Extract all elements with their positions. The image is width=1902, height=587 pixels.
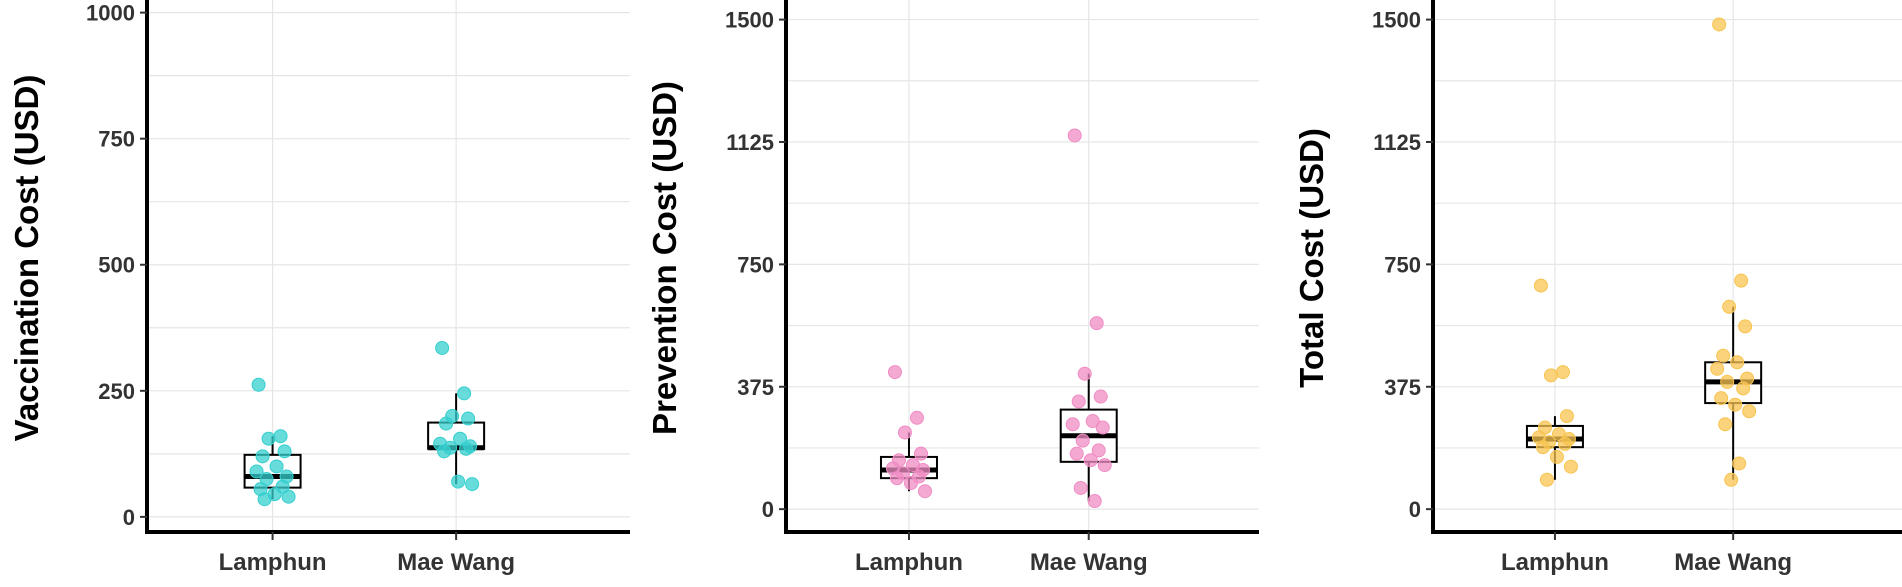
data-point <box>277 444 292 459</box>
y-tick-label: 750 <box>98 127 135 152</box>
y-tick-label: 0 <box>123 505 135 530</box>
data-point <box>1732 456 1747 471</box>
data-point <box>1083 453 1098 468</box>
x-tick-label: Mae Wang <box>1030 549 1148 576</box>
data-point <box>281 489 296 504</box>
data-point <box>269 459 284 474</box>
x-tick-label: Lamphun <box>219 549 327 576</box>
data-point <box>1730 355 1745 370</box>
y-tick-label: 375 <box>737 375 774 400</box>
data-point <box>1089 316 1104 331</box>
data-point <box>1095 420 1110 435</box>
data-point <box>1722 299 1737 314</box>
chart-panel-2: 0 375 750 1125 1500 Lamphun Mae Wang Prevention… <box>646 0 1259 576</box>
data-point <box>251 377 266 392</box>
data-point <box>465 477 480 492</box>
data-point <box>435 340 450 355</box>
data-point <box>273 429 288 444</box>
data-point <box>1714 391 1729 406</box>
data-point <box>461 411 476 426</box>
data-point <box>913 446 928 461</box>
y-axis-title: Prevention Cost (USD) <box>646 81 683 435</box>
data-point <box>917 484 932 499</box>
y-tick-label: 1000 <box>86 1 135 26</box>
y-tick-label: 375 <box>1384 375 1421 400</box>
data-point <box>909 410 924 425</box>
x-tick-label: Mae Wang <box>397 549 515 576</box>
data-point <box>1087 493 1102 508</box>
data-point <box>261 431 276 446</box>
data-point <box>1557 436 1572 451</box>
data-point <box>1539 472 1554 487</box>
data-point <box>1728 397 1743 412</box>
data-point <box>1734 273 1749 288</box>
y-tick-label: 500 <box>98 253 135 278</box>
y-tick-label: 0 <box>762 497 774 522</box>
data-point <box>1718 417 1733 432</box>
data-point <box>439 416 454 431</box>
data-point <box>903 476 918 491</box>
data-point <box>1742 404 1757 419</box>
data-point <box>1077 366 1092 381</box>
y-tick-label: 250 <box>98 379 135 404</box>
data-point <box>1097 458 1112 473</box>
data-point <box>1736 381 1751 396</box>
data-point <box>1069 446 1084 461</box>
data-point <box>889 471 904 486</box>
data-point <box>1543 368 1558 383</box>
data-point <box>1555 365 1570 380</box>
data-point <box>1065 417 1080 432</box>
data-point <box>249 464 264 479</box>
chart-panel-1: 0 250 500 750 1000 Lamphun Mae Wang Vaccination… <box>8 0 630 576</box>
x-tick-label: Lamphun <box>1501 549 1609 576</box>
y-tick-label: 750 <box>737 252 774 277</box>
y-tick-label: 1125 <box>1373 130 1421 155</box>
data-point <box>1091 443 1106 458</box>
data-point <box>459 441 474 456</box>
y-tick-label: 0 <box>1409 497 1421 522</box>
data-point <box>1716 348 1731 363</box>
chart-panel-3: 0 375 750 1125 1500 Lamphun Mae Wang Total Cost… <box>1293 0 1902 576</box>
data-point <box>255 449 270 464</box>
data-point <box>1071 394 1086 409</box>
y-axis-title: Vaccination Cost (USD) <box>8 75 45 442</box>
data-point <box>897 425 912 440</box>
data-point <box>1535 440 1550 455</box>
data-point <box>1085 414 1100 429</box>
data-point <box>1093 389 1108 404</box>
data-point <box>1563 459 1578 474</box>
y-tick-label: 1125 <box>726 130 774 155</box>
data-point <box>1724 472 1739 487</box>
y-tick-label: 1500 <box>725 8 774 33</box>
data-point <box>1712 17 1727 32</box>
data-point <box>1559 409 1574 424</box>
data-point <box>437 444 452 459</box>
data-point <box>1533 278 1548 293</box>
data-point <box>1073 480 1088 495</box>
x-tick-label: Lamphun <box>855 549 963 576</box>
data-point <box>1710 361 1725 376</box>
data-point <box>1738 319 1753 334</box>
data-point <box>887 365 902 380</box>
data-point <box>457 386 472 401</box>
y-tick-label: 750 <box>1384 252 1421 277</box>
data-point <box>1549 449 1564 464</box>
y-tick-label: 1500 <box>1372 8 1421 33</box>
data-point <box>1075 433 1090 448</box>
data-point <box>1720 374 1735 389</box>
y-axis-title: Total Cost (USD) <box>1293 128 1330 388</box>
data-point <box>451 474 466 489</box>
data-point <box>257 492 272 507</box>
x-tick-label: Mae Wang <box>1674 549 1792 576</box>
data-point <box>1067 128 1082 143</box>
